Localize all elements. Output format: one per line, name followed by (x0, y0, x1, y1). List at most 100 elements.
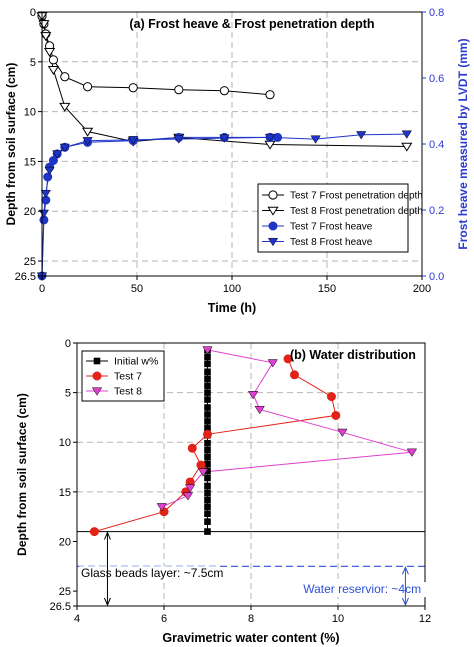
y-tick-label: 0 (30, 7, 36, 19)
panel-b-x-axis-label: Gravimetric water content (%) (162, 631, 339, 645)
y-tick-label: 5 (65, 388, 71, 400)
y-tick-label: 26.5 (50, 601, 71, 613)
series-1-point (204, 518, 211, 525)
legend-label: Test 8 Frost penetration depth (290, 206, 423, 217)
series-1-point (204, 382, 211, 389)
panel-b-legend: Initial w% Test 7 Test 8 (81, 350, 165, 402)
panel-a-frost-heave: 0 50 100 150 200 0 5 10 15 20 25 26.5 0.0 0.2 0.4 0.6 0.… (4, 7, 470, 315)
x-tick-label: 150 (318, 283, 336, 295)
panel-a-axes: 0 50 100 150 200 0 5 10 15 20 25 26.5 0.0 0.2 0.4 0.6 0.… (15, 7, 445, 295)
series-line-3 (41, 136, 278, 277)
y2-tick-label: 0.0 (429, 271, 444, 283)
legend-label: Test 7 (114, 371, 142, 383)
series-2-point (187, 443, 197, 453)
series-2-point (59, 102, 71, 112)
series-4-point (128, 136, 139, 145)
panel-a-x-axis-label: Time (h) (208, 301, 256, 315)
series-1-point (204, 489, 211, 497)
series-2-point (283, 354, 293, 364)
legend-marker (267, 237, 279, 247)
series-3-point (248, 391, 259, 400)
series-3-point (202, 346, 213, 355)
series-2-point (40, 32, 52, 42)
x-tick-label: 8 (248, 613, 254, 625)
series-1-point (204, 460, 211, 468)
series-1-point (83, 82, 93, 92)
panel-a-legend: Test 7 Frost penetration depth Test 8 Fro… (257, 183, 423, 253)
panel-a-title: (a) Frost heave & Frost penetration dept… (129, 17, 374, 31)
series-3-point (43, 172, 53, 182)
series-1-point (204, 360, 211, 368)
reservoir-arrow-head-bottom (401, 597, 409, 607)
panel-b-title: (b) Water distribution (290, 348, 416, 362)
series-3-point (337, 428, 348, 438)
series-4-point (40, 189, 51, 199)
panel-a-grid (42, 12, 422, 276)
series-line-3 (161, 349, 413, 508)
x-tick-label: 50 (131, 283, 143, 295)
series-1-point (204, 375, 211, 383)
series-4-point (264, 133, 276, 143)
series-2-point (47, 65, 60, 75)
series-3-point (182, 492, 194, 501)
y-tick-label: 26.5 (15, 271, 36, 283)
y-tick-label: 10 (59, 437, 71, 449)
y-tick-label: 10 (24, 107, 36, 119)
panel-b-water-distribution: 4 6 8 10 12 0 5 10 15 20 25 26.5 (b) Water distribu… (15, 338, 432, 645)
panel-b-axes: 4 6 8 10 12 0 5 10 15 20 25 26.5 (50, 338, 432, 625)
series-3-point (48, 155, 58, 165)
legend-label: Test 8 (114, 386, 142, 398)
series-2-point (43, 48, 56, 58)
legend-label: Test 8 Frost heave (290, 237, 373, 248)
glass-beads-label-background (79, 566, 219, 582)
series-2-point (89, 527, 99, 537)
series-4-point (219, 134, 230, 143)
series-1-point (204, 396, 211, 403)
glass-beads-label: Glass beads layer: ~7.5cm (81, 566, 223, 580)
series-3-point (156, 503, 167, 512)
legend-label: Test 7 Frost penetration depth (290, 191, 423, 202)
y-tick-label: 25 (24, 256, 36, 268)
series-1-point (204, 404, 211, 411)
series-1-point (174, 85, 184, 95)
y2-tick-label: 0.6 (429, 73, 444, 85)
series-1-point (204, 425, 211, 432)
series-1-point (204, 503, 211, 511)
legend-marker (93, 357, 101, 365)
series-1-point (204, 482, 211, 490)
series-1-point (204, 510, 211, 518)
reservoir-label: Water reservior: ~4cm (303, 582, 421, 596)
series-line-4 (41, 133, 407, 277)
series-3-point (197, 468, 209, 477)
series-4-point (401, 130, 412, 139)
series-1-point (204, 453, 211, 461)
legend-label: Test 7 Frost heave (290, 222, 373, 233)
y-tick-label: 0 (65, 338, 71, 350)
y-tick-label: 15 (59, 487, 71, 499)
series-4-point (82, 137, 93, 146)
series-1-point (204, 528, 211, 535)
series-4-point (52, 150, 63, 159)
reservoir-label-background (301, 582, 432, 598)
series-1-point (265, 90, 275, 100)
series-3-point (254, 405, 265, 415)
glass-beads-arrow-head-top (103, 531, 111, 540)
y-tick-label: 15 (24, 156, 36, 168)
y-tick-label: 25 (59, 586, 71, 598)
series-3-point (406, 448, 418, 457)
series-1-point (204, 496, 211, 504)
legend-marker (91, 387, 103, 396)
series-1-point (128, 83, 138, 93)
panel-a-data-layer (36, 11, 413, 281)
x-tick-label: 100 (223, 283, 241, 295)
y-tick-label: 20 (24, 206, 36, 218)
legend-marker (267, 206, 279, 216)
x-tick-label: 12 (419, 613, 431, 625)
series-3-point (267, 359, 278, 368)
series-1-point (204, 418, 211, 425)
panel-b-y-axis-label: Depth from soil surface (cm) (15, 393, 29, 556)
legend-marker (92, 371, 102, 381)
panel-a-left-axis-label: Depth from soil surface (cm) (4, 63, 18, 226)
series-1-point (60, 72, 70, 82)
